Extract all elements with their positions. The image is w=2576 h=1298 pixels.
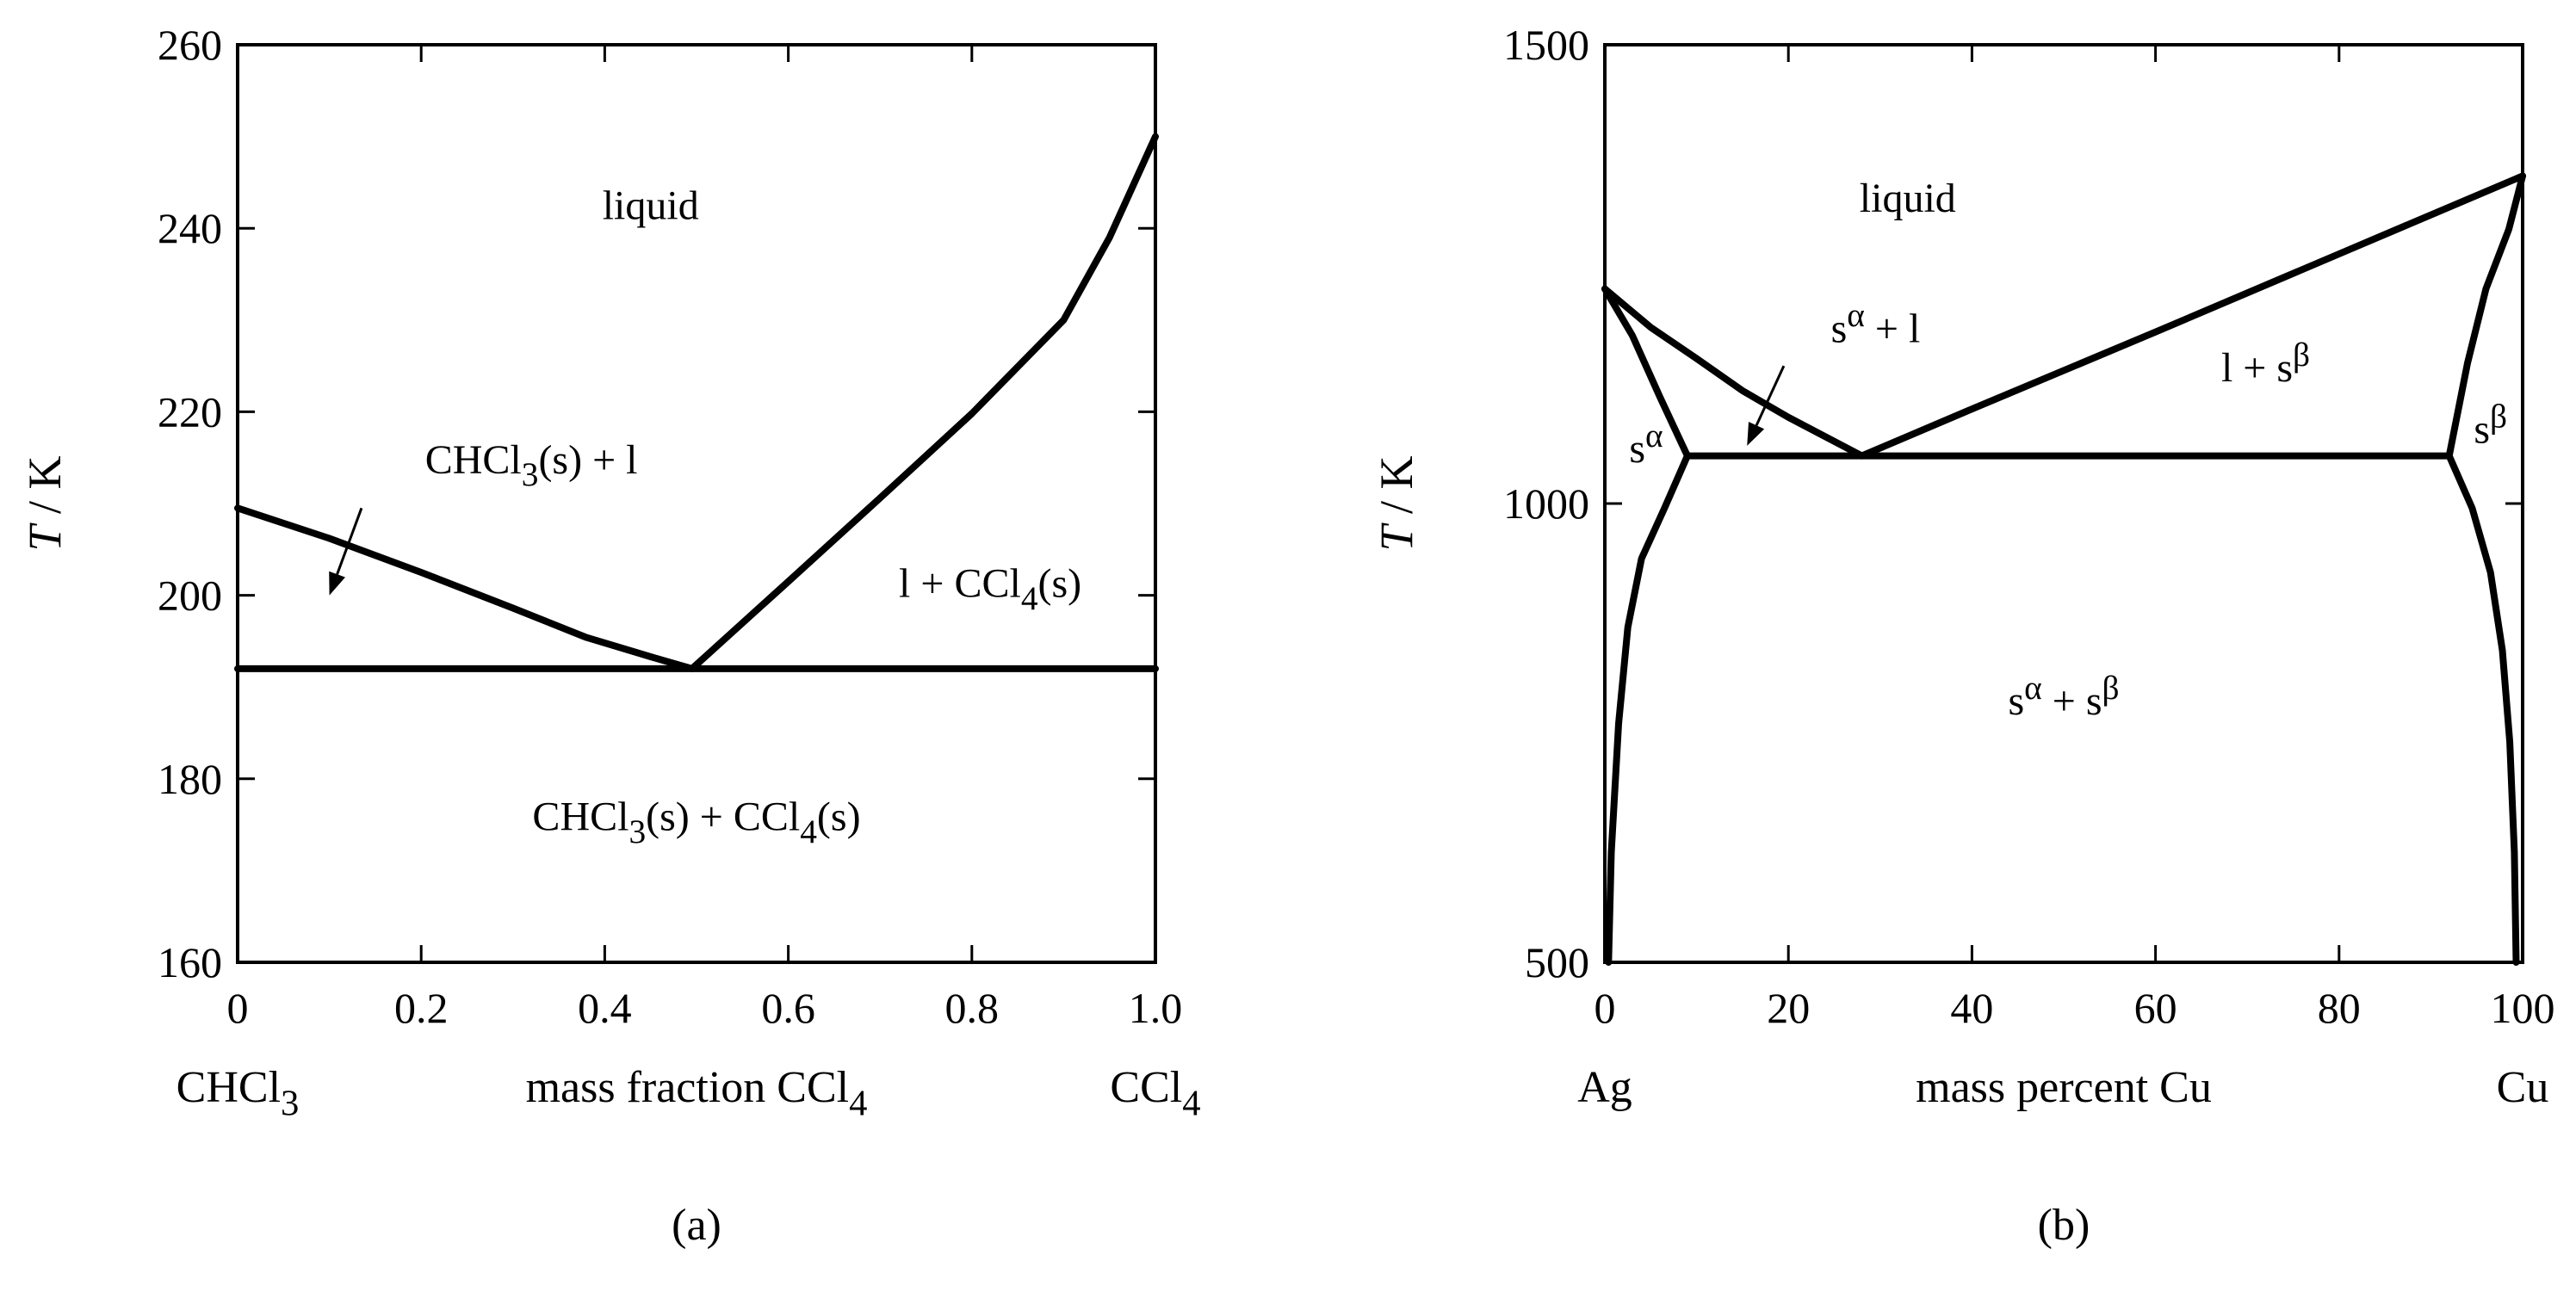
- phase-boundary-liquidus-ag: [1601, 285, 1866, 460]
- phase-boundary-solidus-ag: [1601, 285, 1691, 460]
- y-axis-label: T / K: [19, 455, 71, 551]
- y-tick-label: 240: [158, 204, 222, 252]
- annotation-arrow-head: [329, 571, 345, 596]
- right-component-label: CCl4: [1110, 1063, 1200, 1124]
- x-tick-label: 0: [1595, 984, 1616, 1032]
- annotation-arrow-head: [1747, 422, 1765, 446]
- annotation-arrow-line: [336, 507, 363, 575]
- region-label-s-alpha-plus-s-beta: sα + sβ: [2008, 669, 2119, 724]
- x-tick-label: 40: [1950, 984, 1993, 1032]
- x-tick-label: 0.6: [761, 984, 815, 1032]
- plot-frame: [1603, 43, 2524, 964]
- y-tick-label: 200: [158, 572, 222, 620]
- y-tick-label: 1000: [1503, 479, 1589, 528]
- y-tick-label: 260: [158, 21, 222, 69]
- panel-caption: (b): [2038, 1201, 2090, 1250]
- region-label-s-beta: sβ: [2474, 397, 2507, 452]
- phase-boundary-solvus-ag: [1605, 452, 1691, 966]
- region-label-chcl3-s-plus-l: CHCl3(s) + l: [425, 437, 638, 493]
- phase-boundary-solvus-cu: [2445, 452, 2520, 966]
- phase-boundary-solidus-cu: [2445, 172, 2526, 460]
- x-axis-label: mass percent Cu: [1916, 1063, 2212, 1112]
- right-component-label: Cu: [2497, 1063, 2549, 1112]
- panel-caption: (a): [672, 1201, 721, 1250]
- panel-b-chart: 0 20 40 60 80 100 500 1000 1500 T / K liquid sα + l…: [1371, 21, 2555, 1250]
- left-component-label: Ag: [1577, 1063, 1632, 1112]
- x-tick-label: 0: [227, 984, 249, 1032]
- x-tick-label: 0.8: [945, 984, 1000, 1032]
- x-tick-label: 0.2: [394, 984, 449, 1032]
- region-label-liquid: liquid: [1860, 176, 1956, 221]
- region-label-l-plus-s-beta: l + sβ: [2221, 336, 2310, 391]
- annotation-arrow-line: [1755, 365, 1786, 426]
- phase-boundary-liquidus-cu: [1858, 172, 2526, 460]
- x-tick-label: 60: [2134, 984, 2177, 1032]
- region-label-l-plus-ccl4-s: l + CCl4(s): [899, 561, 1081, 617]
- y-tick-label: 220: [158, 387, 222, 436]
- y-tick-label: 500: [1525, 938, 1589, 986]
- plot-frame: [236, 43, 1157, 964]
- y-tick-label: 180: [158, 755, 222, 803]
- y-tick-label: 1500: [1503, 21, 1589, 69]
- y-axis-label: T / K: [1371, 455, 1422, 551]
- panel-a-chart: 0 0.2 0.4 0.6 0.8 1.0 160 180 200 220 240 260 T / K l…: [19, 21, 1201, 1250]
- y-tick-label: 160: [158, 938, 222, 986]
- region-label-s-alpha: sα: [1629, 417, 1663, 472]
- x-tick-label: 1.0: [1129, 984, 1183, 1032]
- region-label-s-alpha-plus-l: sα + l: [1831, 296, 1921, 351]
- x-axis-label: mass fraction CCl4: [526, 1063, 868, 1124]
- x-tick-label: 80: [2318, 984, 2361, 1032]
- x-tick-label: 0.4: [578, 984, 632, 1032]
- left-component-label: CHCl3: [176, 1063, 300, 1124]
- region-label-solids: CHCl3(s) + CCl4(s): [532, 794, 860, 850]
- region-label-liquid: liquid: [603, 183, 699, 229]
- x-tick-label: 20: [1767, 984, 1810, 1032]
- phase-boundary-liquidus-ccl4: [688, 133, 1159, 672]
- x-tick-label: 100: [2491, 984, 2555, 1032]
- phase-boundary-liquidus-chcl3: [234, 504, 696, 672]
